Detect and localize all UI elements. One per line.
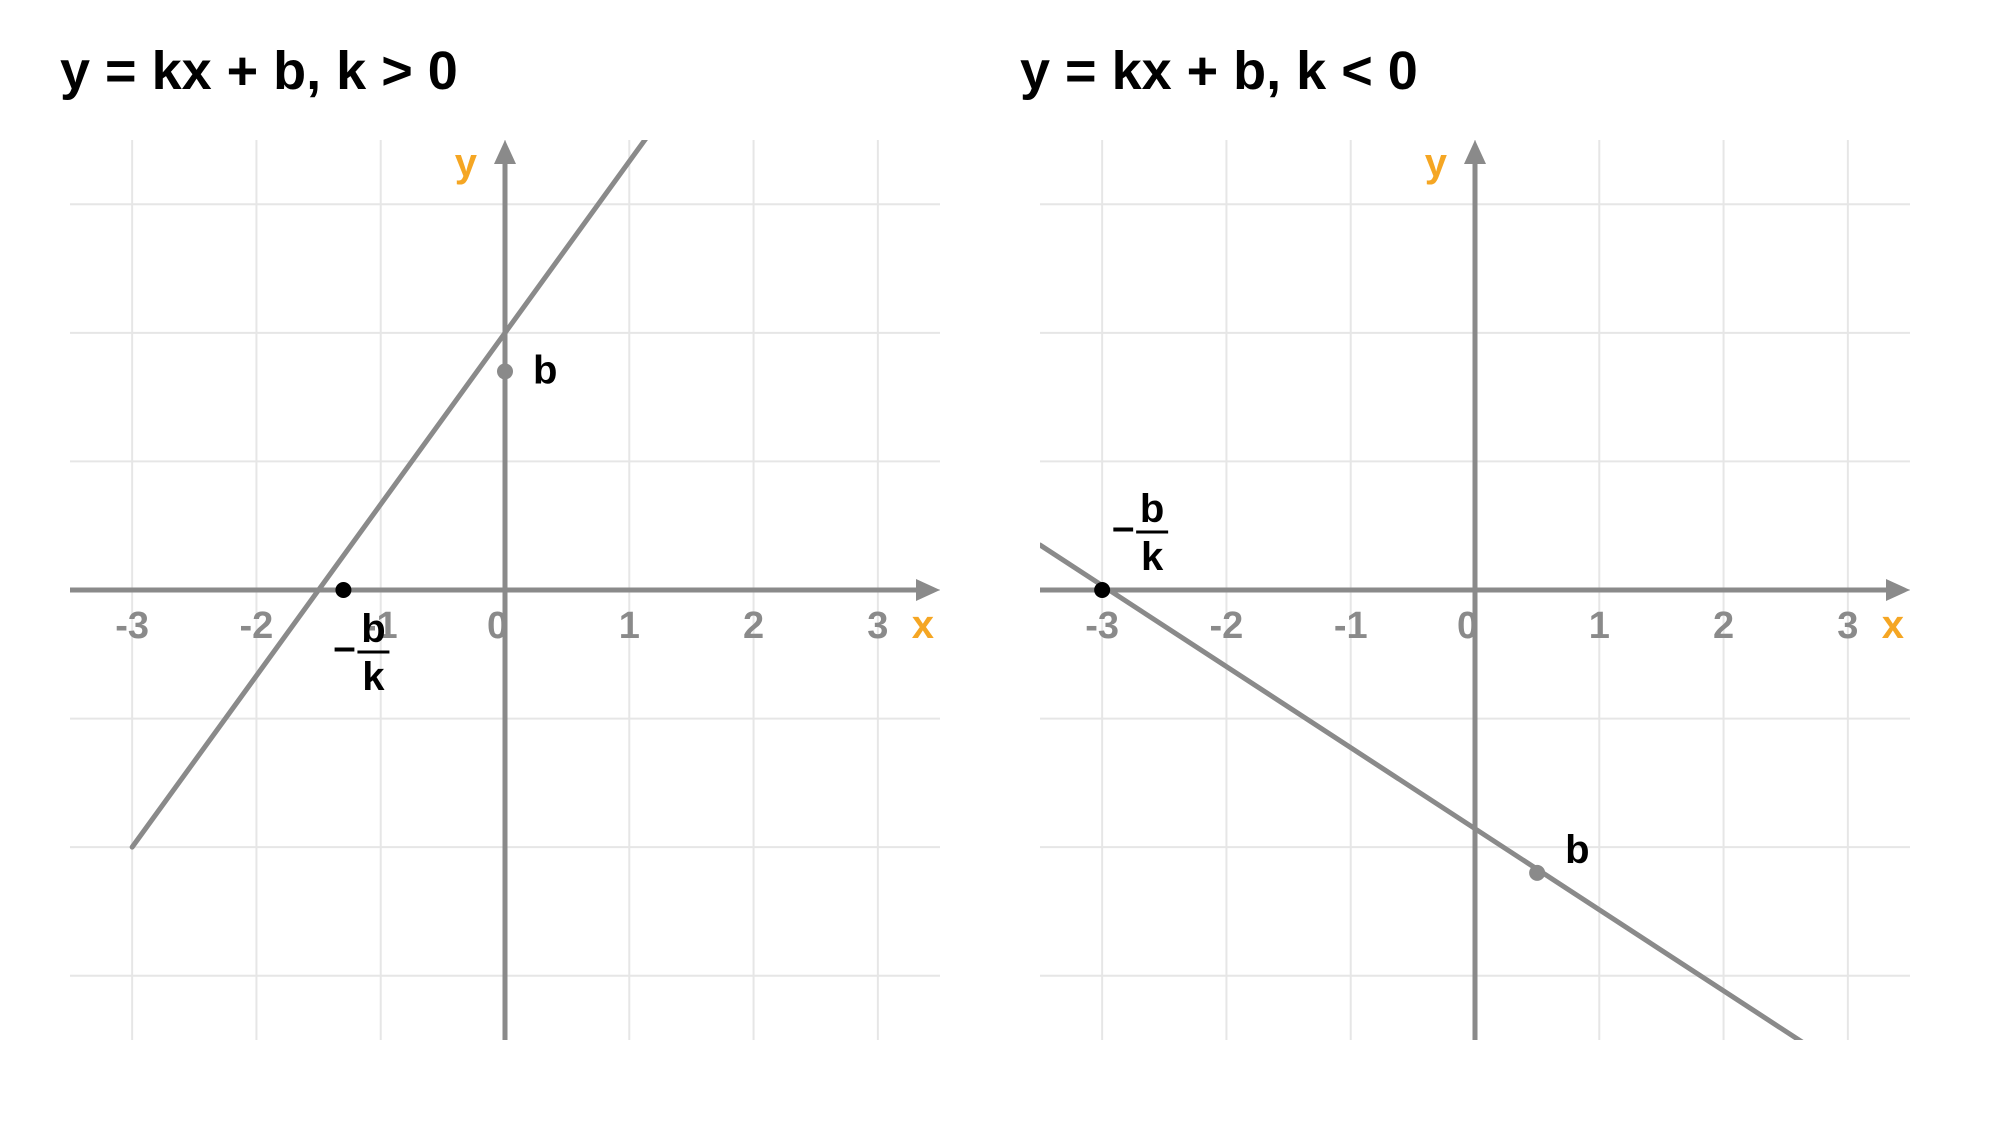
x-tick-label: -1 — [1334, 605, 1368, 647]
x-tick-labels: -3 -2 -1 0 1 2 3 — [1085, 605, 1858, 647]
x-axis-label: x — [912, 603, 934, 647]
svg-text:b: b — [1140, 487, 1164, 531]
y-axis-label: y — [1425, 141, 1448, 185]
function-line — [132, 140, 691, 847]
intercept-point — [497, 363, 513, 379]
x-tick-label: -3 — [1085, 605, 1119, 647]
x-tick-labels: -3-2-10123 — [115, 605, 888, 647]
plot-svg: -3-2-10123yx–bkb — [1040, 140, 1910, 1040]
svg-text:b: b — [361, 607, 385, 651]
x-axis-arrow-icon — [916, 579, 940, 601]
x-tick-label: 1 — [1589, 605, 1610, 647]
x-tick-label: -2 — [1210, 605, 1244, 647]
x-tick-label: 2 — [743, 605, 764, 647]
y-axis-label: y — [455, 141, 478, 185]
figure-canvas: y = kx + b, k > 0 y = kx + b, k < 0 -3 -2… — [0, 0, 2000, 1133]
x-axis-arrow-icon — [1886, 579, 1910, 601]
left-plot-title: y = kx + b, k > 0 — [60, 40, 458, 102]
point-label: b — [533, 348, 557, 392]
fraction-label: –bk — [333, 607, 389, 699]
x-tick-label: 0 — [487, 605, 508, 647]
axes — [70, 140, 940, 1040]
x-tick-label: 2 — [1713, 605, 1734, 647]
x-tick-label: 3 — [867, 605, 888, 647]
x-tick-label: 3 — [1837, 605, 1858, 647]
svg-text:–: – — [1112, 505, 1134, 549]
svg-text:k: k — [1141, 535, 1164, 579]
point-label: b — [1565, 828, 1589, 872]
intercept-point — [335, 582, 351, 598]
right-plot: -3-2-10123yx–bkb — [1040, 140, 1910, 1040]
svg-text:k: k — [362, 655, 385, 699]
y-axis-arrow-icon — [1464, 140, 1486, 164]
fraction-label: –bk — [1112, 487, 1168, 579]
left-plot: -3-2-10123yxb–bk — [70, 140, 940, 1040]
y-axis-arrow-icon — [494, 140, 516, 164]
plot-svg: -3-2-10123yxb–bk — [70, 140, 940, 1040]
x-tick-label: 1 — [619, 605, 640, 647]
svg-text:–: – — [333, 625, 355, 669]
x-tick-label: -3 — [115, 605, 149, 647]
intercept-point — [1529, 865, 1545, 881]
intercept-point — [1094, 582, 1110, 598]
x-tick-label: -2 — [240, 605, 274, 647]
x-tick-label: 0 — [1457, 605, 1478, 647]
axes — [1040, 140, 1910, 1040]
right-plot-title: y = kx + b, k < 0 — [1020, 40, 1418, 102]
x-axis-label: x — [1882, 603, 1904, 647]
